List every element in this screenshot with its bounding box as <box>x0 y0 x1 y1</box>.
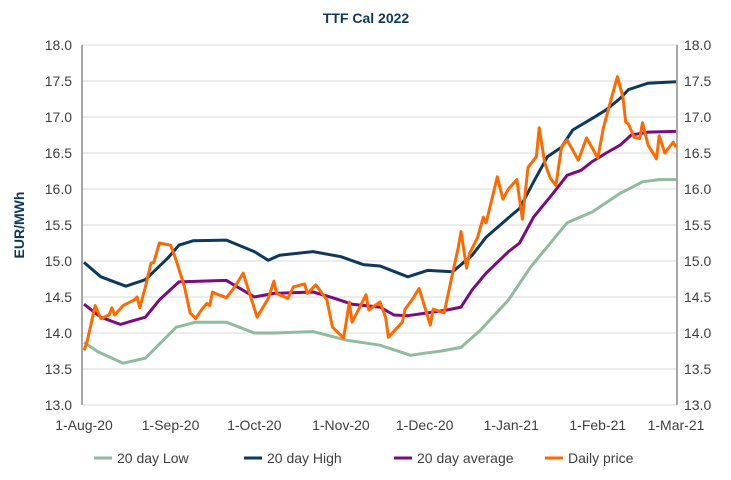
y-tick-label: 15.5 <box>45 217 72 233</box>
secondary-y-tick-label: 13.5 <box>684 361 711 377</box>
series-line-daily-price <box>82 75 678 351</box>
secondary-y-tick-label: 14.5 <box>684 289 711 305</box>
x-tick-label: 1-Feb-21 <box>569 417 626 433</box>
legend-label: 20 day average <box>417 450 514 466</box>
x-tick-label: 1-Oct-20 <box>227 417 282 433</box>
legend-label: Daily price <box>568 450 634 466</box>
x-tick-label: 1-Mar-21 <box>648 417 705 433</box>
secondary-y-tick-label: 17.0 <box>684 109 711 125</box>
y-tick-label: 16.0 <box>45 181 72 197</box>
series-line-20-day-high <box>83 80 677 288</box>
y-tick-label: 15.0 <box>45 253 72 269</box>
secondary-y-tick-label: 15.0 <box>684 253 711 269</box>
x-tick-label: 1-Nov-20 <box>312 417 370 433</box>
series-line-20-day-average <box>83 129 677 326</box>
y-tick-label: 18.0 <box>45 37 72 53</box>
x-tick-label: 1-Dec-20 <box>396 417 454 433</box>
secondary-y-tick-label: 14.0 <box>684 325 711 341</box>
x-tick-label: 1-Sep-20 <box>142 417 200 433</box>
y-tick-label: 14.5 <box>45 289 72 305</box>
x-tick-label: 1-Aug-20 <box>55 417 113 433</box>
series-line-20-day-low <box>83 178 676 365</box>
y-tick-label: 16.5 <box>45 145 72 161</box>
y-tick-label: 13.0 <box>45 397 72 413</box>
y-tick-label: 13.5 <box>45 361 72 377</box>
secondary-y-tick-label: 18.0 <box>684 37 711 53</box>
secondary-y-tick-label: 15.5 <box>684 217 711 233</box>
legend-label: 20 day Low <box>117 450 189 466</box>
secondary-y-tick-label: 16.0 <box>684 181 711 197</box>
y-tick-label: 14.0 <box>45 325 72 341</box>
y-tick-label: 17.5 <box>45 73 72 89</box>
secondary-y-tick-label: 16.5 <box>684 145 711 161</box>
chart-title: TTF Cal 2022 <box>323 10 410 26</box>
x-tick-label: 1-Jan-21 <box>484 417 539 433</box>
secondary-y-tick-label: 17.5 <box>684 73 711 89</box>
y-axis-label: EUR/MWh <box>11 192 27 259</box>
secondary-y-tick-label: 13.0 <box>684 397 711 413</box>
y-tick-label: 17.0 <box>45 109 72 125</box>
legend-label: 20 day High <box>267 450 342 466</box>
